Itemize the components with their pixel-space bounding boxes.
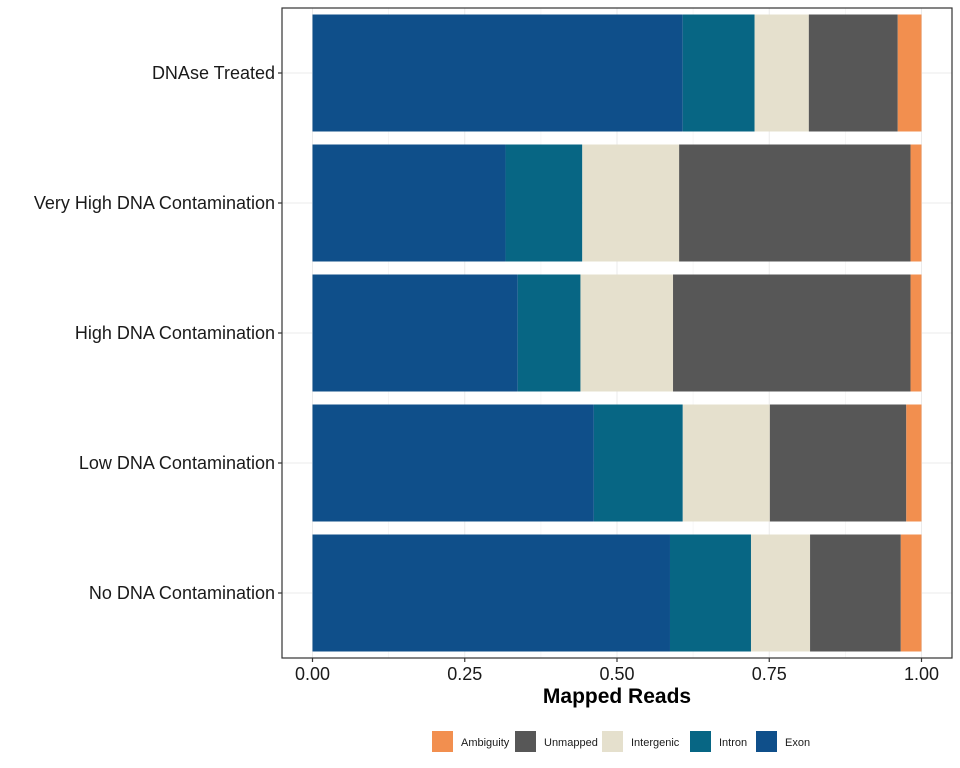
bar-group [312, 14, 922, 132]
legend-label: Intergenic [631, 737, 680, 749]
y-tick-label: DNAse Treated [152, 63, 275, 83]
x-axis-title: Mapped Reads [543, 685, 691, 708]
bar-segment-ambiguity [900, 534, 922, 652]
bar-segment-unmapped [808, 14, 898, 132]
legend-swatch [515, 731, 536, 752]
bar-segment-unmapped [769, 404, 907, 522]
x-tick-label: 0.50 [599, 664, 634, 684]
bar-segment-unmapped [673, 274, 911, 392]
x-tick-label: 0.25 [447, 664, 482, 684]
bar-segment-intron [593, 404, 683, 522]
x-tick-label: 0.75 [752, 664, 787, 684]
bar-segment-unmapped [679, 144, 911, 262]
legend-label: Ambiguity [461, 737, 510, 749]
bar-segment-unmapped [810, 534, 901, 652]
bar-group [312, 274, 922, 392]
y-axis: DNAse Treated Very High DNA Contamination… [34, 63, 282, 603]
legend-swatch [432, 731, 453, 752]
bar-segment-ambiguity [906, 404, 922, 522]
legend-label: Exon [785, 737, 810, 749]
legend-item-unmapped: Unmapped [515, 731, 598, 752]
bar-segment-ambiguity [910, 144, 922, 262]
bar-group [312, 404, 922, 522]
y-tick-label: High DNA Contamination [75, 323, 275, 343]
legend-swatch [690, 731, 711, 752]
bars [312, 14, 922, 652]
legend-item-intron: Intron [690, 731, 747, 752]
legend-item-intergenic: Intergenic [602, 731, 680, 752]
bar-segment-exon [312, 404, 594, 522]
bar-segment-intron [669, 534, 751, 652]
legend-item-exon: Exon [756, 731, 810, 752]
y-tick-label: No DNA Contamination [89, 583, 275, 603]
y-tick-label: Low DNA Contamination [79, 453, 275, 473]
bar-segment-intron [517, 274, 581, 392]
bar-group [312, 534, 922, 652]
legend-label: Intron [719, 737, 747, 749]
legend-label: Unmapped [544, 737, 598, 749]
bar-segment-intergenic [582, 144, 680, 262]
bar-segment-intron [682, 14, 755, 132]
bar-group [312, 144, 922, 262]
bar-segment-intergenic [580, 274, 674, 392]
bar-segment-exon [312, 144, 506, 262]
legend: Ambiguity Unmapped Intergenic Intron Exon [432, 731, 810, 752]
y-tick-label: Very High DNA Contamination [34, 193, 275, 213]
x-axis: 0.00 0.25 0.50 0.75 1.00 [295, 658, 939, 684]
bar-segment-intergenic [682, 404, 770, 522]
legend-swatch [756, 731, 777, 752]
bar-segment-intergenic [750, 534, 811, 652]
bar-segment-intron [505, 144, 583, 262]
bar-segment-exon [312, 274, 518, 392]
bar-segment-exon [312, 534, 670, 652]
x-tick-label: 1.00 [904, 664, 939, 684]
bar-segment-ambiguity [910, 274, 922, 392]
x-tick-label: 0.00 [295, 664, 330, 684]
legend-item-ambiguity: Ambiguity [432, 731, 510, 752]
bar-segment-intergenic [754, 14, 809, 132]
bar-segment-ambiguity [897, 14, 922, 132]
bar-segment-exon [312, 14, 683, 132]
legend-swatch [602, 731, 623, 752]
